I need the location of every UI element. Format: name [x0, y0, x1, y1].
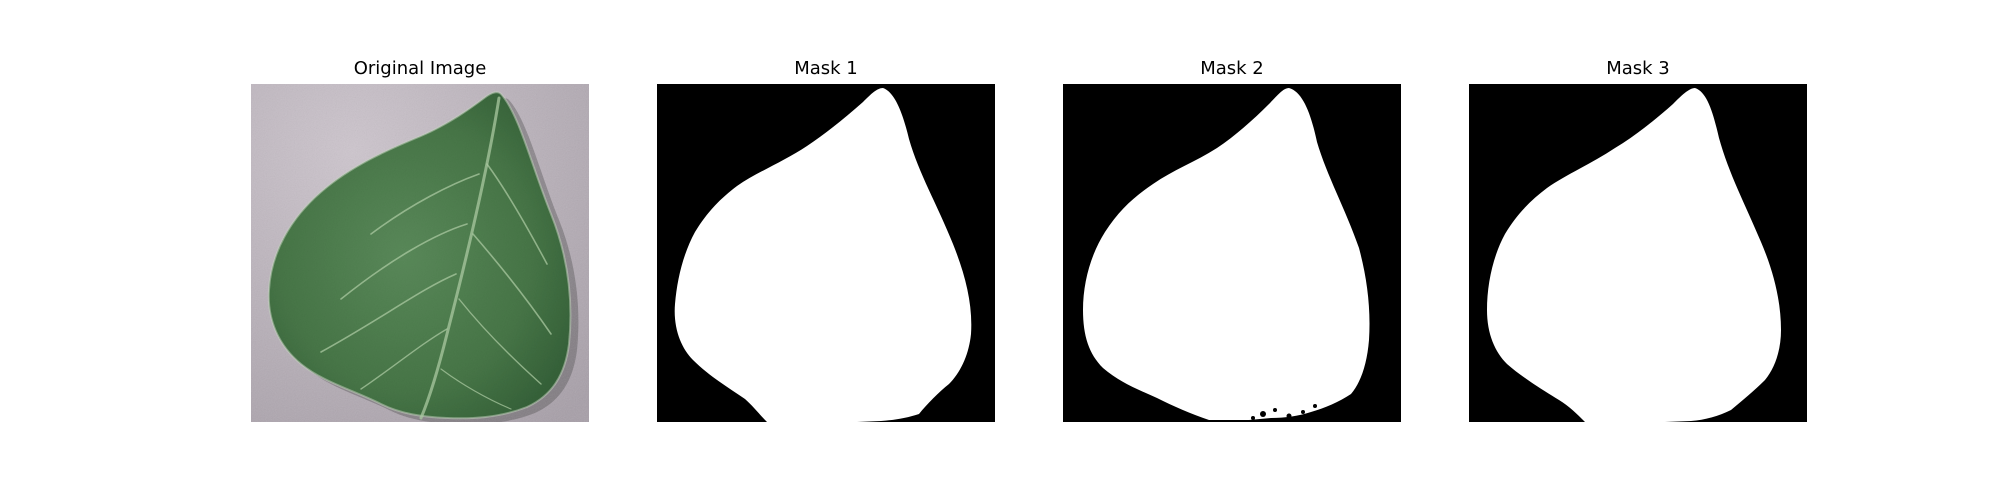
- panel-mask-1: Mask 1: [657, 0, 995, 500]
- mask-3-image: [1469, 84, 1807, 422]
- panel-title: Mask 2: [1200, 58, 1264, 79]
- leaf-mask: [674, 88, 972, 422]
- leaf-mask: [1083, 88, 1370, 420]
- panel-title: Original Image: [353, 58, 487, 79]
- leaf-mask: [1487, 88, 1781, 422]
- leaf-veins: [320, 96, 552, 420]
- panel-title: Mask 1: [794, 58, 858, 79]
- panel-title: Mask 3: [1606, 58, 1670, 79]
- mask-1-image: [657, 84, 995, 422]
- mask-2-image: [1063, 84, 1401, 422]
- panel-mask-3: Mask 3: [1469, 0, 1807, 500]
- original-leaf-photo: [251, 84, 589, 422]
- panel-mask-2: Mask 2: [1063, 0, 1401, 500]
- mask-noise: [1251, 404, 1317, 420]
- panel-original-image: Original Image: [251, 0, 589, 500]
- leaf: [267, 91, 572, 420]
